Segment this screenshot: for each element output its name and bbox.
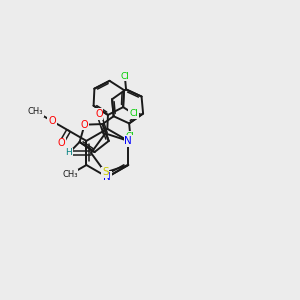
Text: Cl: Cl [126, 132, 135, 141]
Text: CH₃: CH₃ [28, 107, 43, 116]
Text: N: N [124, 136, 132, 146]
Text: H: H [66, 148, 72, 158]
Text: CH₃: CH₃ [62, 170, 78, 179]
Text: S: S [102, 167, 109, 178]
Text: Cl: Cl [120, 72, 129, 81]
Text: Cl: Cl [129, 109, 138, 118]
Text: N: N [103, 172, 111, 182]
Text: O: O [81, 120, 88, 130]
Text: O: O [57, 138, 65, 148]
Text: O: O [95, 109, 103, 119]
Text: O: O [48, 116, 56, 126]
